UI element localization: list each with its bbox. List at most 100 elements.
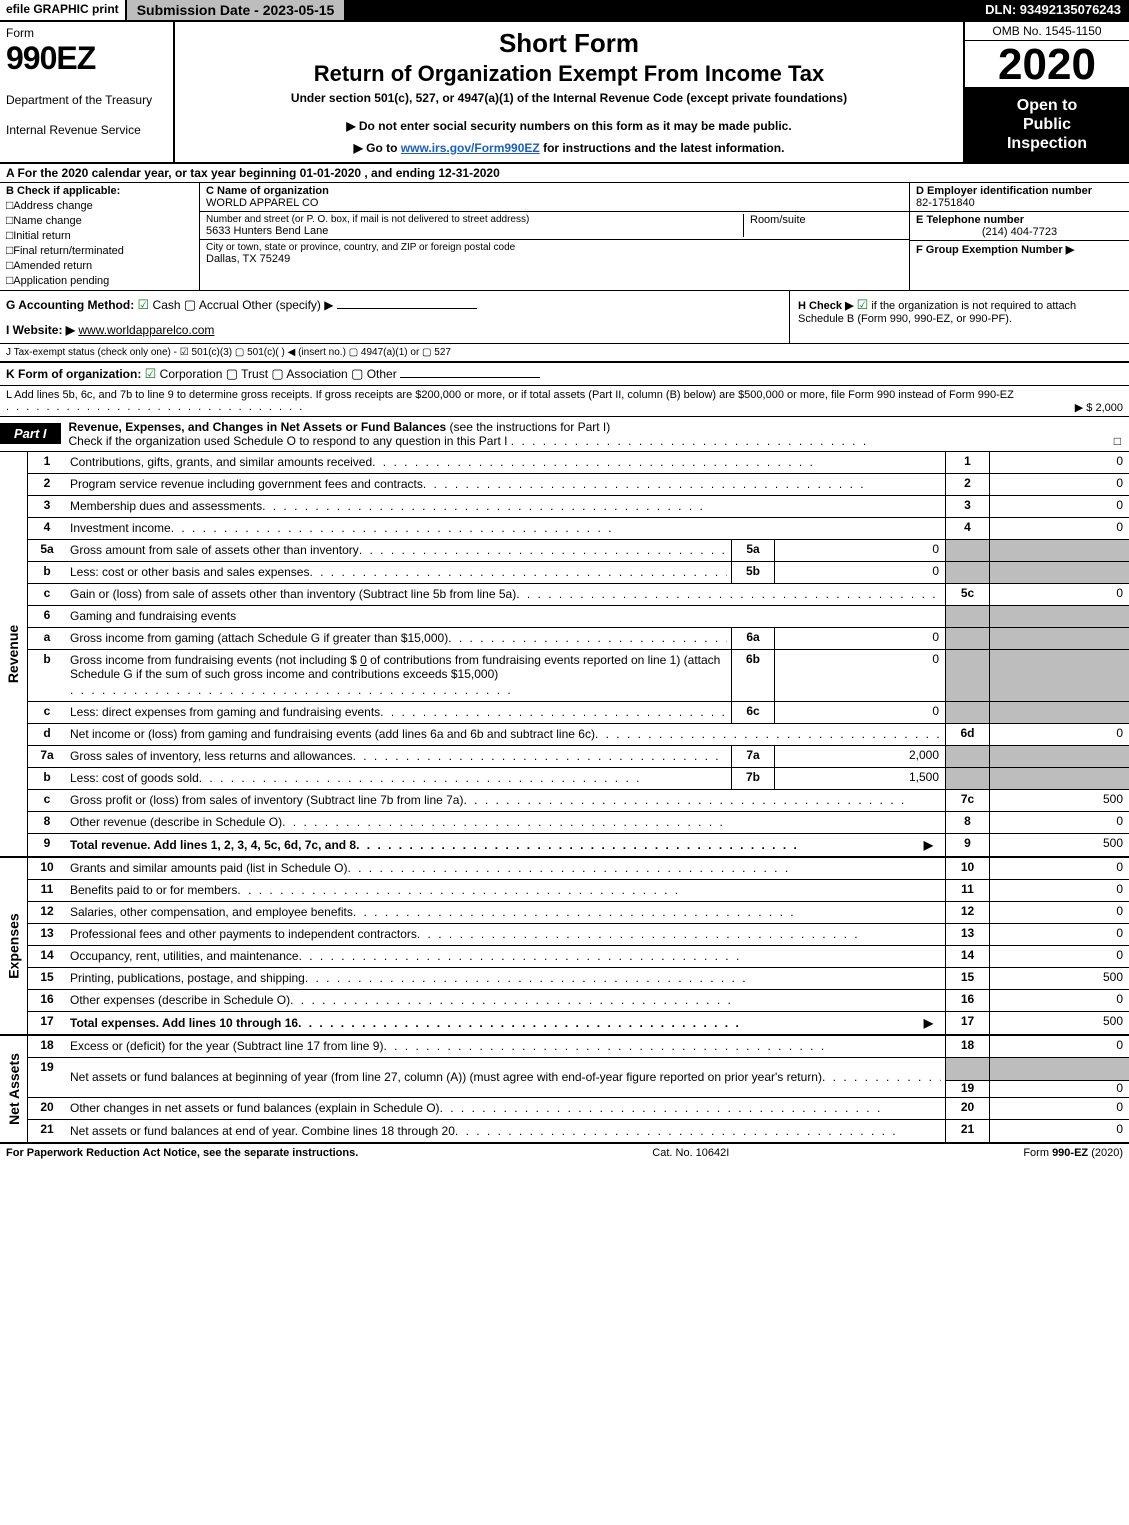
footer-left: For Paperwork Reduction Act Notice, see … xyxy=(6,1147,358,1159)
line-c-value: 0 xyxy=(989,584,1129,605)
org-city-value: Dallas, TX 75249 xyxy=(206,253,903,265)
netassets-side-label: Net Assets xyxy=(0,1036,28,1142)
netassets-section: Net Assets 18 Excess or (deficit) for th… xyxy=(0,1036,1129,1144)
line-c-num: c xyxy=(28,584,66,605)
line-6-text: Gaming and fundraising events xyxy=(66,606,945,627)
line-4-value: 0 xyxy=(989,518,1129,539)
omb-number: OMB No. 1545-1150 xyxy=(965,22,1129,41)
line-6-grey1 xyxy=(945,606,989,627)
line-6-grey2 xyxy=(989,606,1129,627)
line-6: 6 Gaming and fundraising events xyxy=(28,606,1129,628)
line-1: 1 Contributions, gifts, grants, and simi… xyxy=(28,452,1129,474)
line-21-value: 0 xyxy=(989,1120,1129,1142)
line-1-refnum: 1 xyxy=(945,452,989,473)
expenses-label-text: Expenses xyxy=(6,913,22,978)
line-18-value: 0 xyxy=(989,1036,1129,1057)
line-19-num: 19 xyxy=(28,1058,66,1097)
org-name-row: C Name of organization WORLD APPAREL CO xyxy=(200,183,909,212)
line-18: 18 Excess or (deficit) for the year (Sub… xyxy=(28,1036,1129,1058)
line-17-num: 17 xyxy=(28,1012,66,1034)
line-6b-num: b xyxy=(28,650,66,701)
chk-initial-return[interactable]: Initial return xyxy=(6,228,193,242)
line-a-grey2 xyxy=(989,628,1129,649)
line-12-text: Salaries, other compensation, and employ… xyxy=(66,902,945,923)
line-7a-text: Gross sales of inventory, less returns a… xyxy=(66,746,731,767)
line-21: 21 Net assets or fund balances at end of… xyxy=(28,1120,1129,1142)
line-3: 3 Membership dues and assessments 3 0 xyxy=(28,496,1129,518)
chk-amended-return[interactable]: Amended return xyxy=(6,258,193,272)
header-right: OMB No. 1545-1150 2020 Open to Public In… xyxy=(963,22,1129,162)
line-c: c Less: direct expenses from gaming and … xyxy=(28,702,1129,724)
footer-form-code: 990-EZ xyxy=(1052,1147,1088,1159)
line-16: 16 Other expenses (describe in Schedule … xyxy=(28,990,1129,1012)
line-4-num: 4 xyxy=(28,518,66,539)
line-17-text: Total expenses. Add lines 10 through 16▶ xyxy=(66,1012,945,1034)
line-b-grey1 xyxy=(945,562,989,583)
k-label: K Form of organization: xyxy=(6,367,141,381)
netassets-label-text: Net Assets xyxy=(6,1053,22,1125)
chk-corporation[interactable]: Corporation xyxy=(145,367,223,381)
line-b-num: b xyxy=(28,562,66,583)
phone-value: (214) 404-7723 xyxy=(916,226,1123,238)
line-12-value: 0 xyxy=(989,902,1129,923)
l-amount: ▶ $ 2,000 xyxy=(1075,401,1123,414)
form-of-org-row: K Form of organization: Corporation Trus… xyxy=(0,363,1129,386)
gross-receipts-row: L Add lines 5b, 6c, and 7b to line 9 to … xyxy=(0,386,1129,417)
line-16-value: 0 xyxy=(989,990,1129,1011)
irs-form-link[interactable]: www.irs.gov/Form990EZ xyxy=(401,141,540,155)
chk-schedule-b-not-required[interactable] xyxy=(857,300,869,312)
i-label: I Website: ▶ xyxy=(6,323,75,337)
line-b-text: Less: cost or other basis and sales expe… xyxy=(66,562,731,583)
part1-check-line: Check if the organization used Schedule … xyxy=(69,434,508,448)
line-9-num: 9 xyxy=(28,834,66,856)
line-b-subval: 0 xyxy=(775,562,945,583)
line-1-text: Contributions, gifts, grants, and simila… xyxy=(66,452,945,473)
line-a: a Gross income from gaming (attach Sched… xyxy=(28,628,1129,650)
part1-check-sym[interactable]: □ xyxy=(1114,434,1121,448)
line-d-num: d xyxy=(28,724,66,745)
line-18-text: Excess or (deficit) for the year (Subtra… xyxy=(66,1036,945,1057)
website-value[interactable]: www.worldapparelco.com xyxy=(78,323,214,337)
chk-cash[interactable]: Cash xyxy=(138,298,181,312)
line-b-grey2 xyxy=(989,562,1129,583)
line-10-text: Grants and similar amounts paid (list in… xyxy=(66,858,945,879)
line-20-text: Other changes in net assets or fund bala… xyxy=(66,1098,945,1119)
line-c-num: c xyxy=(28,790,66,811)
efile-print-button[interactable]: efile GRAPHIC print xyxy=(0,0,127,20)
chk-trust[interactable]: Trust xyxy=(226,367,268,381)
line-16-refnum: 16 xyxy=(945,990,989,1011)
dln-number: DLN: 93492135076243 xyxy=(977,0,1129,20)
line-d-value: 0 xyxy=(989,724,1129,745)
form-code: 990EZ xyxy=(6,40,167,77)
line-2-num: 2 xyxy=(28,474,66,495)
accounting-method-row: G Accounting Method: Cash Accrual Other … xyxy=(0,291,1129,344)
submission-date: Submission Date - 2023-05-15 xyxy=(127,0,345,20)
line-c-text: Gross profit or (loss) from sales of inv… xyxy=(66,790,945,811)
org-addr-label: Number and street (or P. O. box, if mail… xyxy=(206,214,743,225)
line-7a-subref: 7a xyxy=(731,746,775,767)
chk-other-form[interactable]: Other xyxy=(351,367,397,381)
ein-value: 82-1751840 xyxy=(916,197,1123,209)
col-b-checkboxes: B Check if applicable: Address change Na… xyxy=(0,183,200,290)
chk-association[interactable]: Association xyxy=(271,367,347,381)
group-exemption-label: F Group Exemption Number ▶ xyxy=(916,244,1074,256)
line-9: 9 Total revenue. Add lines 1, 2, 3, 4, 5… xyxy=(28,834,1129,856)
line-13-num: 13 xyxy=(28,924,66,945)
chk-address-change[interactable]: Address change xyxy=(6,198,193,212)
line-8-num: 8 xyxy=(28,812,66,833)
chk-application-pending[interactable]: Application pending xyxy=(6,273,193,287)
chk-final-return[interactable]: Final return/terminated xyxy=(6,243,193,257)
line-5a-subval: 0 xyxy=(775,540,945,561)
line-21-num: 21 xyxy=(28,1120,66,1142)
chk-name-change[interactable]: Name change xyxy=(6,213,193,227)
part1-desc: Revenue, Expenses, and Changes in Net As… xyxy=(61,417,1129,451)
room-suite-label: Room/suite xyxy=(743,214,903,237)
netassets-lines: 18 Excess or (deficit) for the year (Sub… xyxy=(28,1036,1129,1142)
line-18-refnum: 18 xyxy=(945,1036,989,1057)
line-14: 14 Occupancy, rent, utilities, and maint… xyxy=(28,946,1129,968)
chk-accrual[interactable]: Accrual Other (specify) ▶ xyxy=(184,298,334,312)
line-11-num: 11 xyxy=(28,880,66,901)
line-13: 13 Professional fees and other payments … xyxy=(28,924,1129,946)
line-5a-subref: 5a xyxy=(731,540,775,561)
org-name-label: C Name of organization xyxy=(206,185,897,197)
